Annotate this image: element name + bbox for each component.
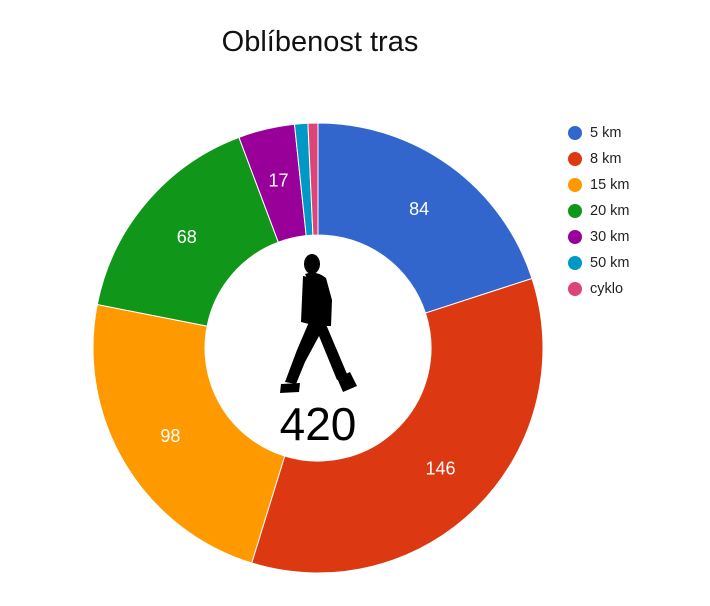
legend-swatch xyxy=(568,204,582,218)
slice-20-km xyxy=(96,136,279,327)
legend-item: cyklo xyxy=(568,276,630,302)
legend-label: 30 km xyxy=(590,229,630,245)
slice-value-label: 84 xyxy=(409,199,429,219)
legend: 5 km 8 km 15 km 20 km 30 km 50 km cyklo xyxy=(568,120,630,302)
legend-label: cyklo xyxy=(590,281,624,297)
legend-item: 5 km xyxy=(568,120,630,146)
legend-swatch xyxy=(568,256,582,270)
legend-label: 5 km xyxy=(590,125,622,141)
legend-label: 8 km xyxy=(590,151,622,167)
slice-8-km xyxy=(251,277,544,574)
legend-item: 30 km xyxy=(568,224,630,250)
legend-item: 20 km xyxy=(568,198,630,224)
total-value: 420 xyxy=(280,398,357,450)
slice-labels-group: 84 146 98 68 17 xyxy=(160,171,455,479)
slice-value-label: 17 xyxy=(268,171,288,191)
legend-label: 50 km xyxy=(590,255,630,271)
legend-label: 15 km xyxy=(590,177,630,193)
slice-value-label: 146 xyxy=(426,459,456,479)
legend-swatch xyxy=(568,152,582,166)
slice-15-km xyxy=(92,303,286,564)
slice-5-km xyxy=(317,122,533,314)
legend-label: 20 km xyxy=(590,203,630,219)
chart-title: Oblíbenost tras xyxy=(221,26,419,58)
legend-item: 15 km xyxy=(568,172,630,198)
walking-person-icon xyxy=(280,254,357,393)
slice-cyklo xyxy=(307,122,319,236)
legend-item: 8 km xyxy=(568,146,630,172)
slice-value-label: 98 xyxy=(160,426,180,446)
legend-swatch xyxy=(568,282,582,296)
legend-swatch xyxy=(568,126,582,140)
slices-group xyxy=(92,122,544,574)
legend-item: 50 km xyxy=(568,250,630,276)
legend-swatch xyxy=(568,178,582,192)
slice-value-label: 68 xyxy=(177,227,197,247)
legend-swatch xyxy=(568,230,582,244)
